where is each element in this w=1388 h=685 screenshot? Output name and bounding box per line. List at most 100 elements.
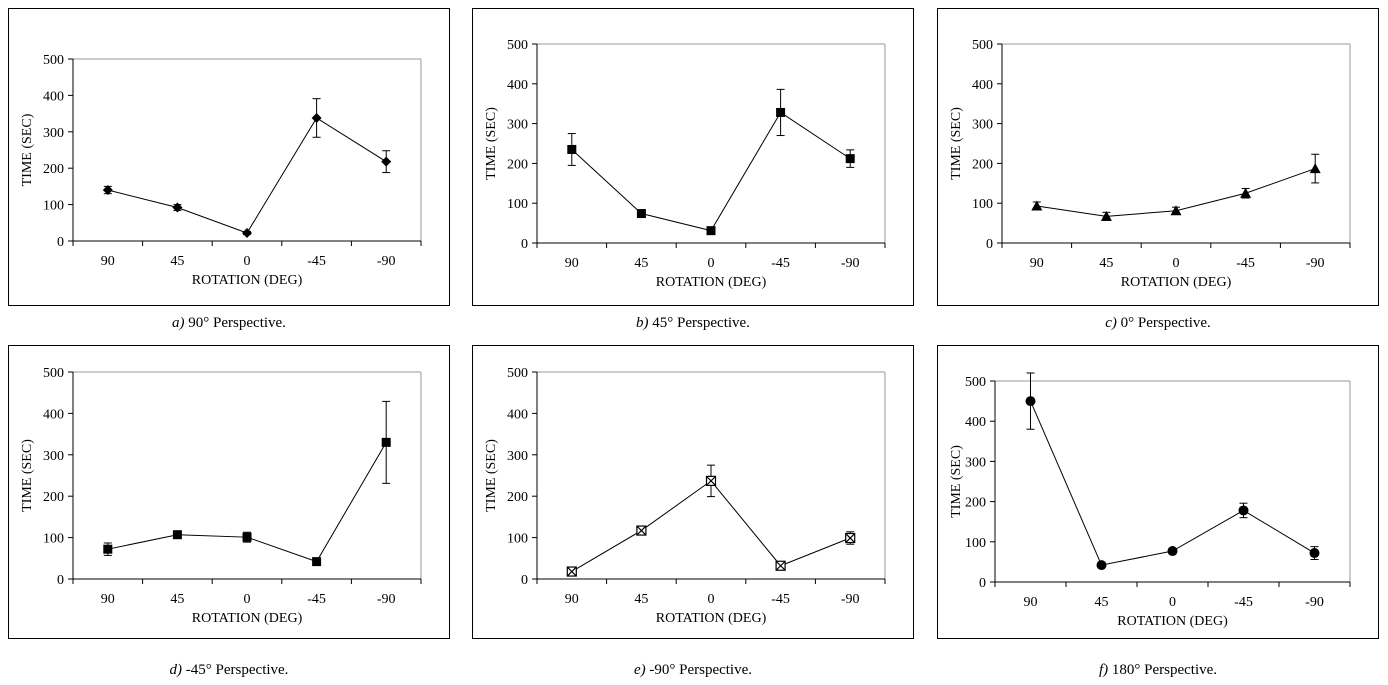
y-tick-label: 100 — [43, 532, 64, 547]
x-square-marker — [775, 560, 786, 571]
x-tick-label: -45 — [771, 592, 790, 607]
y-tick-label: 0 — [57, 573, 64, 588]
caption-label: c) — [1105, 315, 1117, 331]
chart-frame: 0 100 200 300 400 500 90 45 0 -45 -90 ROTATION (DEG… — [937, 8, 1379, 306]
x-square-marker — [566, 566, 577, 577]
triangle-marker — [1031, 200, 1043, 211]
y-tick-label: 400 — [43, 407, 64, 422]
chart-frame: 0 100 200 300 400 500 90 45 0 -45 -90 ROTATION (DEG… — [472, 345, 914, 639]
y-tick-label: 0 — [57, 235, 64, 250]
x-tick-label: -45 — [1236, 256, 1255, 271]
x-square-marker-cross — [636, 526, 646, 535]
square-marker — [381, 437, 391, 447]
chart-frame: 0 100 200 300 400 500 90 45 0 -45 -90 ROTATION (DEG… — [8, 345, 450, 639]
line-chart-b: 0 100 200 300 400 500 90 45 0 -45 -90 ROTATION (DEG… — [484, 38, 886, 290]
x-tick-label: 90 — [1030, 256, 1044, 271]
caption-text: -90° Perspective. — [649, 662, 753, 678]
caption-label: d) — [169, 662, 183, 678]
chart-caption: c) 0° Perspective. — [937, 315, 1379, 332]
x-square-marker-cross — [776, 561, 786, 571]
diamond-marker — [242, 227, 252, 238]
y-tick-label: 100 — [43, 199, 64, 214]
x-tick-label: -90 — [841, 592, 860, 607]
y-tick-label: 0 — [979, 576, 986, 591]
y-tick-label: 300 — [43, 449, 64, 464]
x-tick-label: -45 — [307, 592, 326, 607]
line-chart-a: 0 100 200 300 400 500 90 45 0 -45 -90 ROTATION (DEG… — [20, 53, 422, 288]
line-chart-e: 0 100 200 300 400 500 90 45 0 -45 -90 ROTATION (DEG… — [484, 366, 886, 626]
chart-caption: a) 90° Perspective. — [8, 315, 450, 332]
chart-caption: d) -45° Perspective. — [8, 662, 450, 679]
y-tick-label: 100 — [972, 197, 993, 212]
chart-caption: f) 180° Perspective. — [937, 662, 1379, 679]
x-tick-label: -45 — [1234, 595, 1253, 610]
y-tick-label: 500 — [965, 375, 986, 390]
y-tick-label: 500 — [972, 38, 993, 53]
caption-label: f) — [1098, 662, 1109, 678]
diamond-marker — [311, 112, 322, 123]
x-tick-label: 45 — [170, 254, 184, 269]
y-tick-label: 100 — [507, 197, 528, 212]
y-tick-label: 500 — [507, 366, 528, 381]
x-tick-label: -90 — [377, 254, 396, 269]
y-tick-label: 500 — [507, 38, 528, 53]
y-axis-title: TIME (SEC) — [949, 107, 964, 180]
chart-frame: 0 100 200 300 400 500 90 45 0 -45 -90 ROTATION (DEG… — [8, 8, 450, 306]
square-marker — [776, 107, 786, 117]
x-axis-title: ROTATION (DEG) — [656, 275, 767, 290]
y-tick-label: 300 — [507, 449, 528, 464]
square-marker — [172, 530, 182, 540]
line-chart-c: 0 100 200 300 400 500 90 45 0 -45 -90 ROTATION (DEG… — [949, 38, 1351, 290]
caption-text: 90° Perspective. — [188, 315, 286, 331]
line-chart-d: 0 100 200 300 400 500 90 45 0 -45 -90 ROTATION (DEG… — [20, 366, 422, 626]
y-tick-label: 100 — [507, 532, 528, 547]
x-square-marker — [845, 532, 856, 544]
circle-marker — [1167, 546, 1178, 557]
x-tick-label: -90 — [841, 256, 860, 271]
y-tick-label: 200 — [507, 157, 528, 172]
x-tick-label: 90 — [1024, 595, 1038, 610]
chart-frame: 0 100 200 300 400 500 90 45 0 -45 -90 ROTATION (DEG… — [472, 8, 914, 306]
y-axis-title: TIME (SEC) — [484, 107, 499, 180]
series-line — [571, 111, 851, 232]
caption-text: 180° Perspective. — [1111, 662, 1218, 678]
x-tick-label: 0 — [708, 256, 715, 271]
caption-text: 45° Perspective. — [652, 315, 750, 331]
y-tick-label: 400 — [43, 89, 64, 104]
y-tick-label: 500 — [43, 53, 64, 68]
circle-marker — [1096, 560, 1107, 571]
diamond-marker — [172, 202, 183, 213]
y-tick-label: 300 — [507, 118, 528, 133]
x-tick-label: 45 — [634, 592, 648, 607]
caption-label: b) — [636, 315, 649, 331]
x-tick-label: 90 — [565, 592, 579, 607]
square-marker — [706, 226, 716, 236]
triangle-marker — [1309, 163, 1321, 174]
x-tick-label: 0 — [1169, 595, 1176, 610]
x-square-marker-cross — [706, 476, 716, 486]
y-tick-label: 400 — [507, 78, 528, 93]
y-tick-label: 400 — [507, 407, 528, 422]
y-tick-label: 0 — [521, 237, 528, 252]
triangle-marker — [1100, 210, 1112, 221]
square-marker — [845, 154, 855, 164]
x-tick-label: -90 — [377, 592, 396, 607]
caption-text: 0° Perspective. — [1120, 315, 1211, 331]
caption-text: -45° Perspective. — [185, 662, 289, 678]
chart-caption: b) 45° Perspective. — [472, 315, 914, 332]
series-line — [107, 117, 387, 234]
series-line — [1030, 400, 1315, 566]
circle-marker — [1238, 505, 1249, 516]
y-tick-label: 300 — [43, 126, 64, 141]
circle-marker — [1309, 548, 1320, 559]
x-tick-label: 45 — [170, 592, 184, 607]
x-tick-label: -90 — [1306, 256, 1325, 271]
diamond-marker — [381, 156, 392, 167]
y-tick-label: 400 — [972, 78, 993, 93]
caption-label: e) — [633, 662, 646, 678]
y-tick-label: 100 — [965, 536, 986, 551]
chart-caption: e) -90° Perspective. — [472, 662, 914, 679]
x-tick-label: 0 — [708, 592, 715, 607]
y-axis-title: TIME (SEC) — [20, 439, 35, 512]
y-tick-label: 200 — [43, 490, 64, 505]
